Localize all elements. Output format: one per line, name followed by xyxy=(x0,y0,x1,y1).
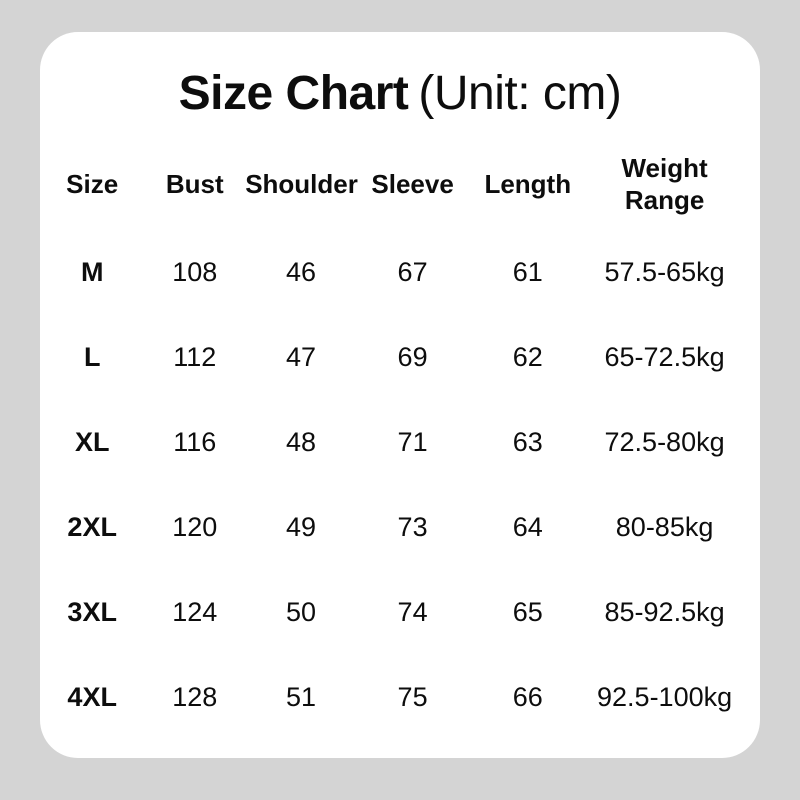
title-unit-text: (Unit: cm) xyxy=(418,67,622,120)
cell-bust: 108 xyxy=(172,256,218,287)
cell-weight: 65-72.5kg xyxy=(604,341,725,372)
cell-weight: 57.5-65kg xyxy=(604,256,725,287)
cell-bust: 116 xyxy=(173,426,217,457)
cell-size: M xyxy=(80,256,104,287)
table-row-l: L 112 47 69 62 65-72.5kg xyxy=(40,315,760,400)
cell-shoulder: 49 xyxy=(285,511,316,542)
title-main-text: Size Chart xyxy=(178,67,409,120)
cell-weight: 80-85kg xyxy=(615,511,714,542)
cell-length: 63 xyxy=(512,426,543,457)
table-row-4xl: 4XL 128 51 75 66 92.5-100kg xyxy=(40,655,760,740)
header-weight-range: Weight Range xyxy=(587,152,760,217)
cell-length: 61 xyxy=(512,256,543,287)
cell-shoulder: 50 xyxy=(285,596,316,627)
cell-shoulder: 51 xyxy=(285,681,316,712)
cell-size: 4XL xyxy=(67,681,117,712)
table-header-row: Size Bust Shoulder Sleeve Length Weight … xyxy=(40,138,760,230)
cell-shoulder: 48 xyxy=(285,426,316,457)
cell-sleeve: 75 xyxy=(397,681,428,712)
cell-length: 66 xyxy=(512,681,543,712)
cell-size: XL xyxy=(74,426,110,457)
cell-bust: 120 xyxy=(172,511,218,542)
size-table: Size Bust Shoulder Sleeve Length Weight … xyxy=(40,138,760,740)
table-row-m: M 108 46 67 61 57.5-65kg xyxy=(40,230,760,315)
cell-weight: 85-92.5kg xyxy=(604,596,725,627)
cell-weight: 72.5-80kg xyxy=(604,426,725,457)
cell-sleeve: 74 xyxy=(397,596,428,627)
cell-length: 64 xyxy=(512,511,543,542)
cell-shoulder: 46 xyxy=(285,256,316,287)
table-row-2xl: 2XL 120 49 73 64 80-85kg xyxy=(40,485,760,570)
cell-sleeve: 69 xyxy=(397,341,428,372)
table-row-xl: XL 116 48 71 63 72.5-80kg xyxy=(40,400,760,485)
cell-bust: 112 xyxy=(173,341,217,372)
cell-shoulder: 47 xyxy=(285,341,316,372)
header-weight-range-text: Weight Range xyxy=(621,152,708,216)
cell-weight: 92.5-100kg xyxy=(597,681,733,712)
cell-size: 3XL xyxy=(67,596,117,627)
page-title: Size Chart (Unit: cm) xyxy=(40,66,760,122)
cell-length: 65 xyxy=(512,596,543,627)
header-shoulder: Shoulder xyxy=(245,168,358,199)
header-length: Length xyxy=(484,168,572,199)
header-size: Size xyxy=(66,168,119,199)
cell-length: 62 xyxy=(512,341,543,372)
cell-bust: 124 xyxy=(172,596,218,627)
header-bust: Bust xyxy=(165,168,224,199)
header-sleeve: Sleeve xyxy=(371,168,454,199)
size-chart-card: Size Chart (Unit: cm) Size Bust Shoulder … xyxy=(40,32,760,758)
cell-bust: 128 xyxy=(172,681,218,712)
table-row-3xl: 3XL 124 50 74 65 85-92.5kg xyxy=(40,570,760,655)
cell-size: L xyxy=(83,341,101,372)
cell-size: 2XL xyxy=(67,511,117,542)
cell-sleeve: 67 xyxy=(397,256,428,287)
cell-sleeve: 71 xyxy=(397,426,428,457)
cell-sleeve: 73 xyxy=(397,511,428,542)
